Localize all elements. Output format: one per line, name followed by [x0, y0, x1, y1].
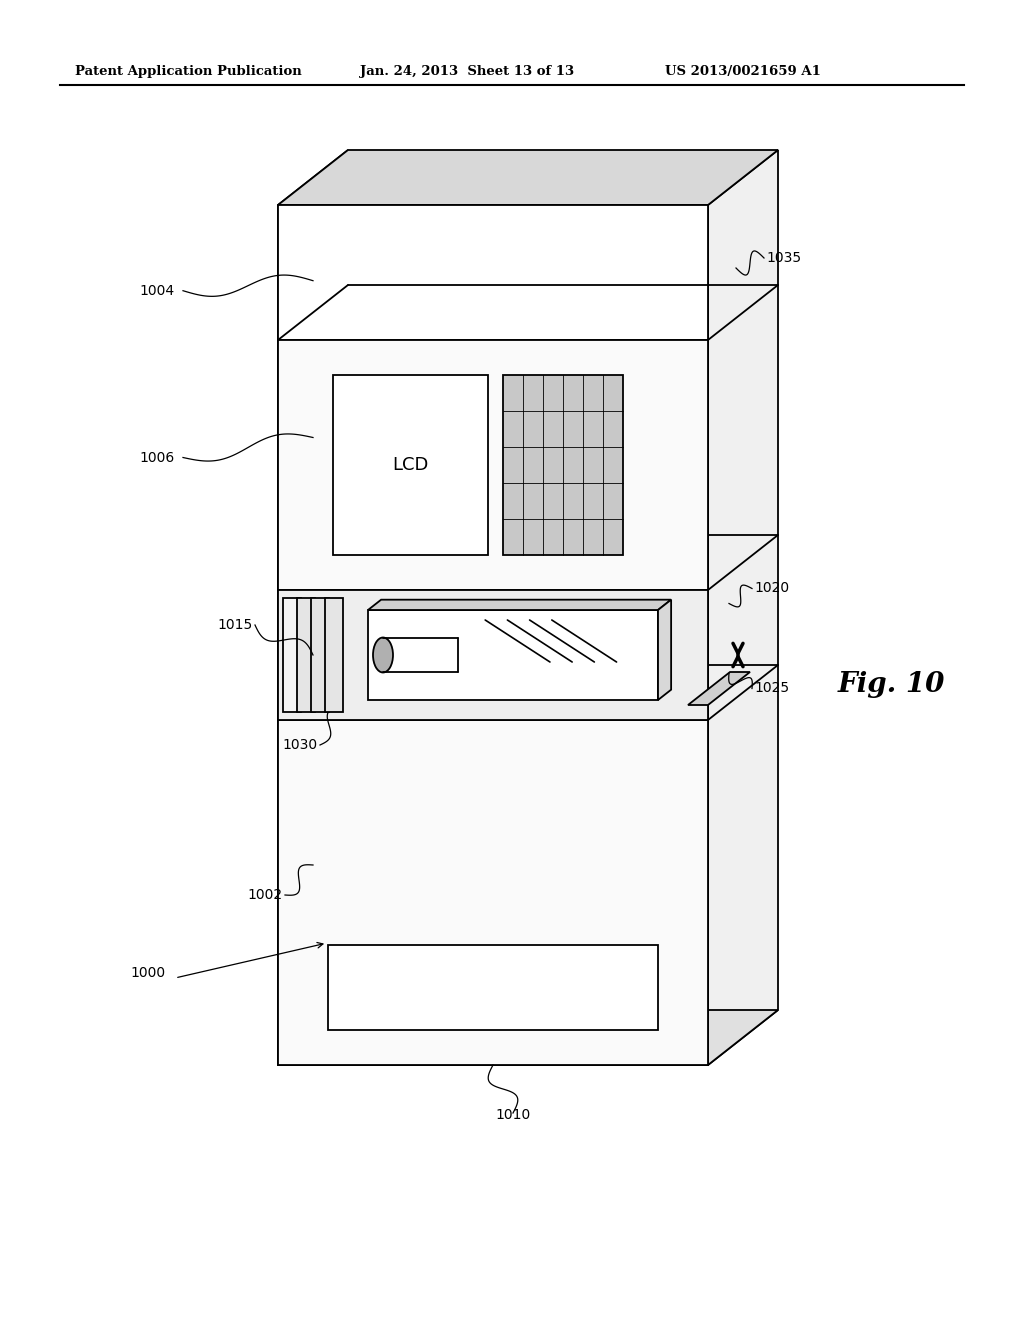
Text: US 2013/0021659 A1: US 2013/0021659 A1 [665, 66, 821, 78]
Polygon shape [333, 375, 488, 554]
Text: 1030: 1030 [283, 738, 318, 752]
Polygon shape [283, 598, 301, 711]
Text: 1010: 1010 [496, 1107, 530, 1122]
Ellipse shape [373, 638, 393, 672]
Text: 1025: 1025 [754, 681, 790, 696]
Text: 1020: 1020 [754, 582, 790, 595]
Polygon shape [278, 719, 708, 1065]
Text: Patent Application Publication: Patent Application Publication [75, 66, 302, 78]
Polygon shape [688, 672, 750, 705]
Text: 1006: 1006 [139, 450, 175, 465]
Polygon shape [325, 598, 343, 711]
Polygon shape [278, 150, 348, 1065]
Text: Jan. 24, 2013  Sheet 13 of 13: Jan. 24, 2013 Sheet 13 of 13 [360, 66, 574, 78]
Text: Fig. 10: Fig. 10 [838, 672, 945, 698]
Polygon shape [368, 599, 671, 610]
Polygon shape [658, 599, 671, 700]
Polygon shape [328, 945, 658, 1030]
Polygon shape [278, 590, 708, 719]
Polygon shape [278, 341, 708, 590]
Text: 1000: 1000 [130, 966, 165, 979]
Polygon shape [311, 598, 329, 711]
Text: 1004: 1004 [140, 284, 175, 298]
Polygon shape [278, 1010, 778, 1065]
Text: LCD: LCD [392, 455, 429, 474]
Text: 1035: 1035 [766, 251, 801, 265]
Polygon shape [503, 375, 623, 554]
Text: 1015: 1015 [218, 618, 253, 632]
Text: 1002: 1002 [248, 888, 283, 902]
Polygon shape [278, 150, 778, 205]
Polygon shape [297, 598, 315, 711]
Polygon shape [278, 205, 708, 1065]
Polygon shape [368, 610, 658, 700]
Polygon shape [708, 150, 778, 1065]
